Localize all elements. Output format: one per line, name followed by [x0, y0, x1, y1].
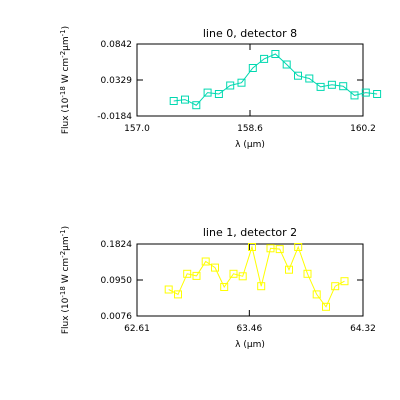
data-point-marker — [316, 82, 325, 91]
x-tick-labels-0: 157.0 158.6 160.2 — [124, 124, 376, 134]
data-point-marker — [214, 90, 223, 98]
chart-title-1: line 1, detector 2 — [203, 226, 297, 239]
data-point-marker — [260, 54, 269, 63]
x-tick-label: 64.32 — [350, 324, 376, 334]
data-point-marker — [294, 71, 302, 80]
y-tick-labels-0: -0.0184 0.0329 0.0842 — [97, 40, 132, 122]
data-point-marker — [257, 282, 266, 291]
data-point-marker — [271, 50, 280, 58]
y-axis-label-1: Flux (10-18 W cm-2μm-1) — [59, 226, 71, 334]
data-point-marker — [294, 243, 303, 251]
y-tick-labels-1: 0.0076 0.0950 0.1824 — [101, 240, 133, 322]
tick-marks-0 — [136, 43, 364, 117]
x-axis-label-1: λ (μm) — [235, 340, 265, 350]
data-point-marker — [226, 81, 235, 90]
data-point-marker — [322, 302, 330, 311]
data-point-marker — [339, 82, 348, 91]
data-point-marker — [305, 74, 314, 83]
data-point-marker — [238, 272, 247, 281]
data-point-marker — [183, 269, 192, 278]
chart-panel-1: line 1, detector 2 0.0076 0.0950 0.1824 … — [59, 226, 376, 350]
y-tick-label: 0.0842 — [101, 40, 133, 50]
x-axis-label-0: λ (μm) — [235, 140, 265, 150]
data-point-marker — [331, 282, 340, 291]
data-point-marker — [220, 283, 229, 291]
y-axis-label-0: Flux (10-18 W cm-2μm-1) — [59, 26, 71, 134]
data-point-marker — [164, 285, 173, 294]
data-point-marker — [312, 290, 321, 299]
data-point-marker — [282, 60, 291, 69]
data-point-marker — [174, 290, 182, 299]
x-tick-label: 158.6 — [237, 124, 263, 134]
data-point-marker — [192, 101, 201, 110]
data-series-1 — [164, 243, 349, 311]
data-point-marker — [229, 269, 238, 278]
data-point-marker — [327, 80, 336, 89]
y-tick-label: -0.0184 — [97, 112, 132, 122]
data-point-marker — [201, 257, 210, 266]
data-point-marker — [192, 271, 201, 280]
x-tick-label: 63.46 — [236, 324, 262, 334]
data-point-marker — [248, 64, 257, 72]
plot-frame-0 — [136, 43, 364, 117]
data-point-marker — [181, 95, 189, 104]
data-point-marker — [266, 244, 275, 253]
data-point-marker — [237, 78, 246, 87]
data-point-marker — [303, 269, 312, 278]
data-point-marker — [211, 263, 219, 272]
series-line — [173, 53, 378, 106]
data-point-marker — [350, 91, 359, 100]
data-point-marker — [248, 243, 256, 251]
data-point-marker — [373, 90, 382, 98]
x-tick-label: 157.0 — [124, 124, 150, 134]
data-point-marker — [169, 97, 178, 105]
y-tick-label: 0.0329 — [101, 76, 133, 86]
x-tick-labels-1: 62.61 63.46 64.32 — [124, 324, 376, 334]
x-tick-label: 62.61 — [124, 324, 150, 334]
y-tick-label: 0.0076 — [101, 312, 133, 322]
x-tick-label: 160.2 — [350, 124, 376, 134]
data-point-marker — [285, 265, 293, 274]
data-series-0 — [169, 50, 382, 110]
y-tick-label: 0.0950 — [101, 276, 133, 286]
y-tick-label: 0.1824 — [101, 240, 133, 250]
data-point-marker — [203, 88, 212, 97]
data-point-marker — [275, 245, 284, 254]
tick-marks-1 — [136, 243, 364, 317]
chart-panel-0: line 0, detector 8 -0.0184 0.0329 0.0842… — [59, 26, 382, 150]
data-point-marker — [340, 277, 349, 286]
data-point-marker — [361, 88, 370, 97]
chart-title-0: line 0, detector 8 — [203, 27, 297, 40]
